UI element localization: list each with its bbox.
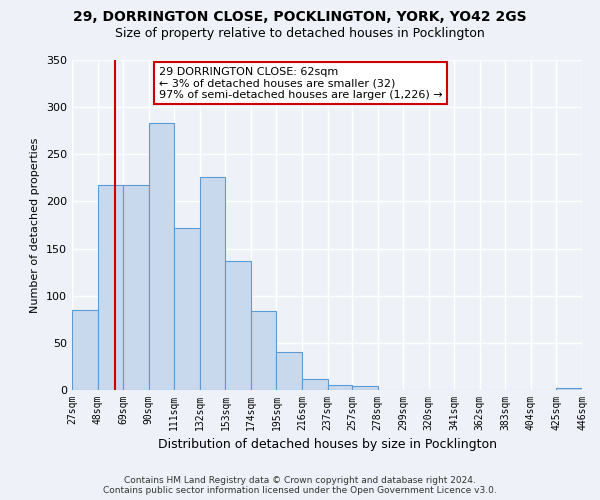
Text: Contains HM Land Registry data © Crown copyright and database right 2024.
Contai: Contains HM Land Registry data © Crown c… (103, 476, 497, 495)
Text: 29, DORRINGTON CLOSE, POCKLINGTON, YORK, YO42 2GS: 29, DORRINGTON CLOSE, POCKLINGTON, YORK,… (73, 10, 527, 24)
Bar (149, 123, 174, 390)
Text: Size of property relative to detached houses in Pocklington: Size of property relative to detached ho… (115, 28, 485, 40)
Bar (98, 186, 123, 390)
Bar (226, 261, 251, 390)
Text: 29 DORRINGTON CLOSE: 62sqm
← 3% of detached houses are smaller (32)
97% of semi-: 29 DORRINGTON CLOSE: 62sqm ← 3% of detac… (158, 66, 442, 100)
Bar (123, 186, 149, 390)
Bar (200, 177, 226, 390)
Bar (277, 352, 302, 390)
Bar (302, 378, 328, 390)
Bar (328, 386, 352, 390)
X-axis label: Distribution of detached houses by size in Pocklington: Distribution of detached houses by size … (157, 438, 497, 452)
Bar (174, 228, 200, 390)
Bar (352, 386, 377, 390)
Bar (251, 311, 277, 390)
Bar (556, 388, 582, 390)
Y-axis label: Number of detached properties: Number of detached properties (31, 138, 40, 312)
Bar (72, 310, 98, 390)
